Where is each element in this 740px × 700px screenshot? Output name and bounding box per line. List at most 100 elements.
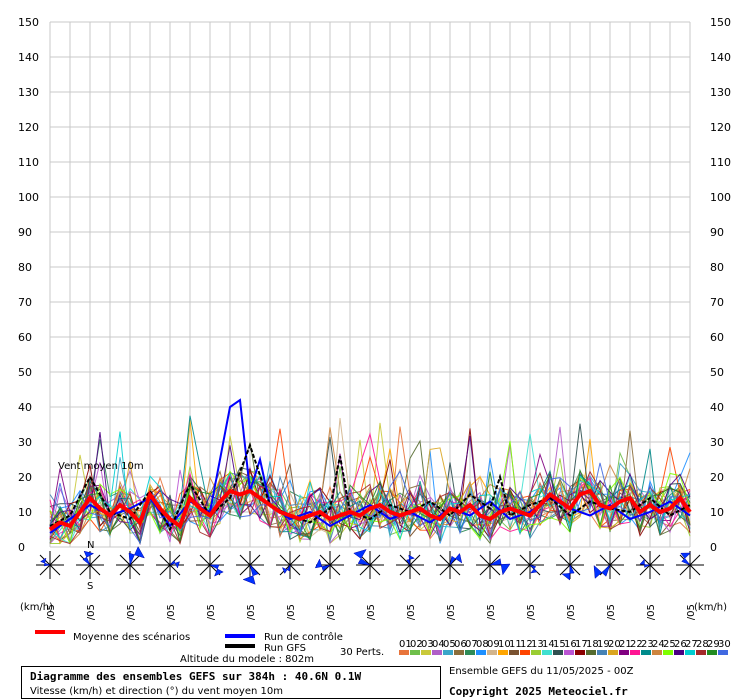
pert-number: 27	[685, 639, 698, 650]
series-line-mean	[48, 488, 692, 532]
pert-swatch	[421, 650, 431, 655]
y-tick-right: 70	[710, 296, 724, 309]
series-line-gfs	[49, 442, 691, 532]
wind-rose-shape	[314, 558, 331, 572]
x-date-labels: 11/05 12/05 13/05 14/05 15/05 16/05 17/05 18/05…	[46, 604, 697, 620]
y-tick-left: 0	[18, 541, 25, 554]
y-tick-left: 40	[18, 401, 32, 414]
pert-number: 14	[542, 639, 555, 650]
legend-area: Moyenne des scénarios Run de contrôle Ru…	[35, 630, 731, 658]
x-date-label: 20/05	[406, 604, 417, 620]
y-tick-right: 40	[710, 401, 724, 414]
wind-direction-roses: NS	[36, 540, 704, 592]
y-tick-left: 120	[18, 121, 39, 134]
perturbation-line	[49, 440, 691, 545]
pert-number: 07	[465, 639, 478, 650]
pert-swatch	[663, 650, 673, 655]
pert-swatch	[498, 650, 508, 655]
y-tick-right: 130	[710, 86, 731, 99]
y-tick-right: 140	[710, 51, 731, 64]
perturbation-legend: 0102030405060708091011121314151617181920…	[399, 639, 731, 655]
copyright-label: Copyright 2025 Meteociel.fr	[449, 685, 628, 698]
wind-rose-shape	[169, 560, 180, 569]
pert-number: 24	[652, 639, 665, 650]
pert-swatch	[619, 650, 629, 655]
pert-swatch	[520, 650, 530, 655]
title-box: Diagramme des ensembles GEFS sur 384h : …	[21, 666, 441, 699]
y-tick-right: 30	[710, 436, 724, 449]
pert-number: 04	[432, 639, 445, 650]
pert-swatch	[597, 650, 607, 655]
wind-rose-shape	[639, 558, 651, 568]
pert-number: 10	[498, 639, 511, 650]
x-date-label: 14/05	[166, 604, 177, 620]
pert-number: 11	[509, 639, 522, 650]
y-tick-right: 100	[710, 191, 731, 204]
pert-number: 22	[630, 639, 643, 650]
ensemble-label: Ensemble GEFS du 11/05/2025 - 00Z	[449, 666, 634, 677]
pert-swatch	[696, 650, 706, 655]
y-tick-left: 60	[18, 331, 32, 344]
y-tick-right: 50	[710, 366, 724, 379]
grid	[49, 21, 691, 548]
legend-mean-swatch	[35, 630, 65, 634]
pert-number: 06	[454, 639, 467, 650]
x-date-label: 17/05	[286, 604, 297, 620]
perturbation-line	[49, 427, 691, 545]
wind-rose-shape	[529, 564, 538, 574]
wind-rose-shape	[593, 564, 611, 579]
legend-control-swatch	[225, 634, 255, 638]
x-date-label: 24/05	[566, 604, 577, 620]
pert-swatch	[586, 650, 596, 655]
pert-swatch	[443, 650, 453, 655]
pert-number: 19	[597, 639, 610, 650]
pert-number: 28	[696, 639, 709, 650]
pert-swatch	[718, 650, 728, 655]
pert-swatch	[454, 650, 464, 655]
wind-rose-shape	[128, 546, 145, 566]
legend-mean-label: Moyenne des scénarios	[73, 631, 190, 643]
pert-swatch	[608, 650, 618, 655]
y-tick-right: 60	[710, 331, 724, 344]
x-date-label: 21/05	[446, 604, 457, 620]
wind-rose-shape	[242, 564, 259, 585]
perturbation-line	[49, 428, 691, 543]
x-date-label: 22/05	[486, 604, 497, 620]
y-tick-right: 150	[710, 16, 731, 29]
legend-gfs-label: Run GFS	[264, 643, 306, 654]
pert-swatch	[630, 650, 640, 655]
wind-rose-shape	[406, 554, 416, 566]
pert-number: 25	[663, 639, 676, 650]
legend-gfs-swatch	[225, 644, 255, 648]
x-date-label: 26/05	[646, 604, 657, 620]
main-series-lines	[48, 398, 692, 534]
y-tick-right: 80	[710, 261, 724, 274]
y-tick-right: 20	[710, 471, 724, 484]
pert-number: 21	[619, 639, 632, 650]
pert-number: 17	[575, 639, 588, 650]
pert-swatch	[641, 650, 651, 655]
x-date-label: 18/05	[326, 604, 337, 620]
chart-title: Diagramme des ensembles GEFS sur 384h : …	[30, 670, 362, 683]
pert-number: 13	[531, 639, 544, 650]
perturbation-line	[49, 470, 691, 546]
chart-subtitle: Vitesse (km/h) et direction (°) du vent …	[30, 686, 283, 697]
pert-swatch	[410, 650, 420, 655]
compass-north-label: N	[87, 540, 94, 551]
pert-number: 20	[608, 639, 621, 650]
x-date-label: 23/05	[526, 604, 537, 620]
pert-number: 29	[707, 639, 720, 650]
unit-label-right: (km/h)	[694, 602, 727, 613]
gefs-wind-chart: 0 0 10 10 20 20 30 30 40 40 50 50 60 60 70 70 80 80 90 90 10…	[18, 16, 731, 620]
perturbation-line	[49, 462, 691, 545]
pert-swatch	[707, 650, 717, 655]
pert-swatch	[531, 650, 541, 655]
y-tick-left: 100	[18, 191, 39, 204]
y-tick-right: 0	[710, 541, 717, 554]
y-tick-left: 150	[18, 16, 39, 29]
y-tick-right: 120	[710, 121, 731, 134]
pert-swatch	[652, 650, 662, 655]
x-date-label: 19/05	[366, 604, 377, 620]
perts-label: 30 Perts.	[340, 647, 384, 658]
pert-number: 05	[443, 639, 456, 650]
